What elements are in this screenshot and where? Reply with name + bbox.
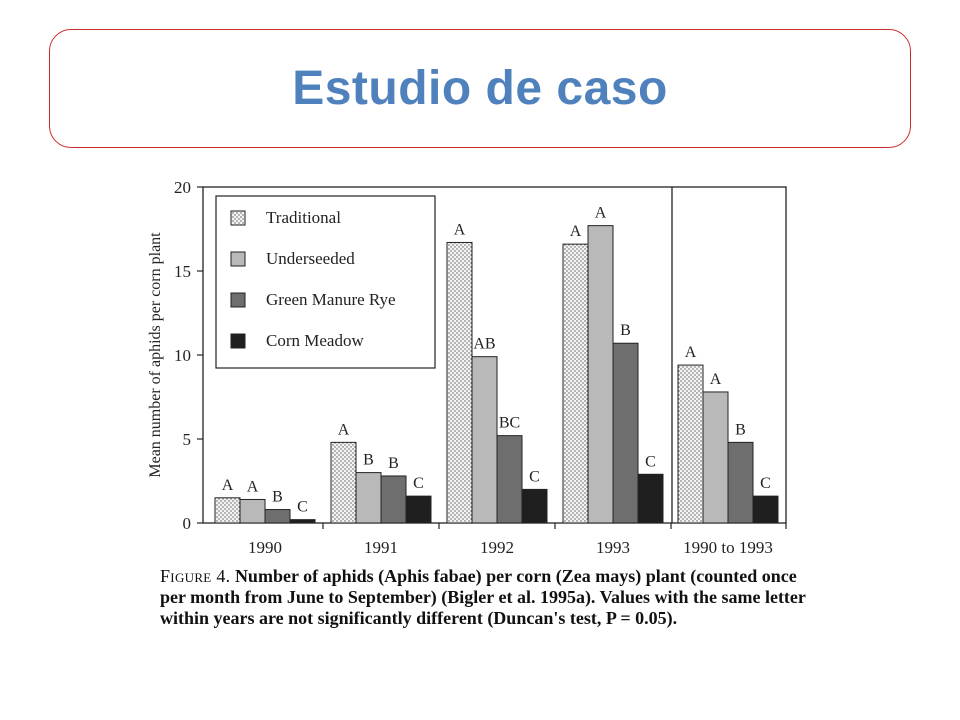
bar [562, 243, 589, 524]
significance-letter: B [735, 421, 746, 438]
bar [637, 473, 664, 524]
significance-letter: A [570, 223, 582, 240]
significance-letter: C [760, 475, 771, 492]
bar [380, 475, 407, 524]
bar [612, 342, 639, 524]
bar [752, 495, 779, 524]
legend-label: Green Manure Rye [266, 290, 396, 309]
legend-swatch [230, 251, 246, 267]
figure-caption: Figure 4. Number of aphids (Aphis fabae)… [160, 566, 810, 629]
significance-letter: C [413, 475, 424, 492]
significance-letter: C [645, 453, 656, 470]
title-box: Estudio de caso [49, 29, 911, 148]
y-tick-label: 15 [174, 262, 191, 281]
legend-label: Underseeded [266, 249, 355, 268]
significance-letter: A [595, 205, 607, 222]
x-category-label: 1993 [596, 538, 630, 557]
x-category-label: 1991 [364, 538, 398, 557]
y-tick-label: 20 [174, 178, 191, 197]
bar [330, 441, 357, 524]
significance-letter: BC [499, 415, 520, 432]
significance-letter: A [454, 221, 466, 238]
x-category-label: 1990 [248, 538, 282, 557]
bar [521, 488, 548, 524]
bar [727, 441, 754, 524]
bar [214, 497, 241, 524]
legend-label: Corn Meadow [266, 331, 364, 350]
y-axis-label: Mean number of aphids per corn plant [147, 232, 164, 478]
significance-letter: C [529, 468, 540, 485]
bar [677, 364, 704, 524]
bar [702, 391, 729, 524]
significance-letter: A [222, 477, 234, 494]
legend-swatch [230, 210, 246, 226]
legend-label: Traditional [266, 208, 341, 227]
significance-letter: A [247, 478, 259, 495]
legend-swatch [230, 292, 246, 308]
significance-letter: B [620, 322, 631, 339]
bar [289, 519, 316, 524]
significance-letter: A [338, 421, 350, 438]
legend-swatch [230, 333, 246, 349]
significance-letter: AB [473, 336, 495, 353]
bar [264, 509, 291, 524]
figure-label: Figure 4. [160, 566, 231, 586]
y-tick-label: 5 [183, 430, 192, 449]
significance-letter: B [388, 455, 399, 472]
bar [355, 472, 382, 524]
significance-letter: A [685, 344, 697, 361]
bar [471, 356, 498, 524]
significance-letter: B [363, 452, 374, 469]
y-tick-label: 0 [183, 514, 192, 533]
bar [405, 495, 432, 524]
x-category-label: 1990 to 1993 [683, 538, 773, 557]
bar [496, 435, 523, 524]
significance-letter: B [272, 489, 283, 506]
caption-text: Number of aphids (Aphis fabae) per corn … [160, 566, 806, 628]
y-tick-label: 10 [174, 346, 191, 365]
x-category-label: 1992 [480, 538, 514, 557]
significance-letter: A [710, 371, 722, 388]
significance-letter: C [297, 499, 308, 516]
legend-box [215, 195, 436, 369]
bar [587, 225, 614, 524]
bar [446, 241, 473, 524]
bar [239, 498, 266, 524]
slide-title: Estudio de caso [292, 62, 668, 115]
